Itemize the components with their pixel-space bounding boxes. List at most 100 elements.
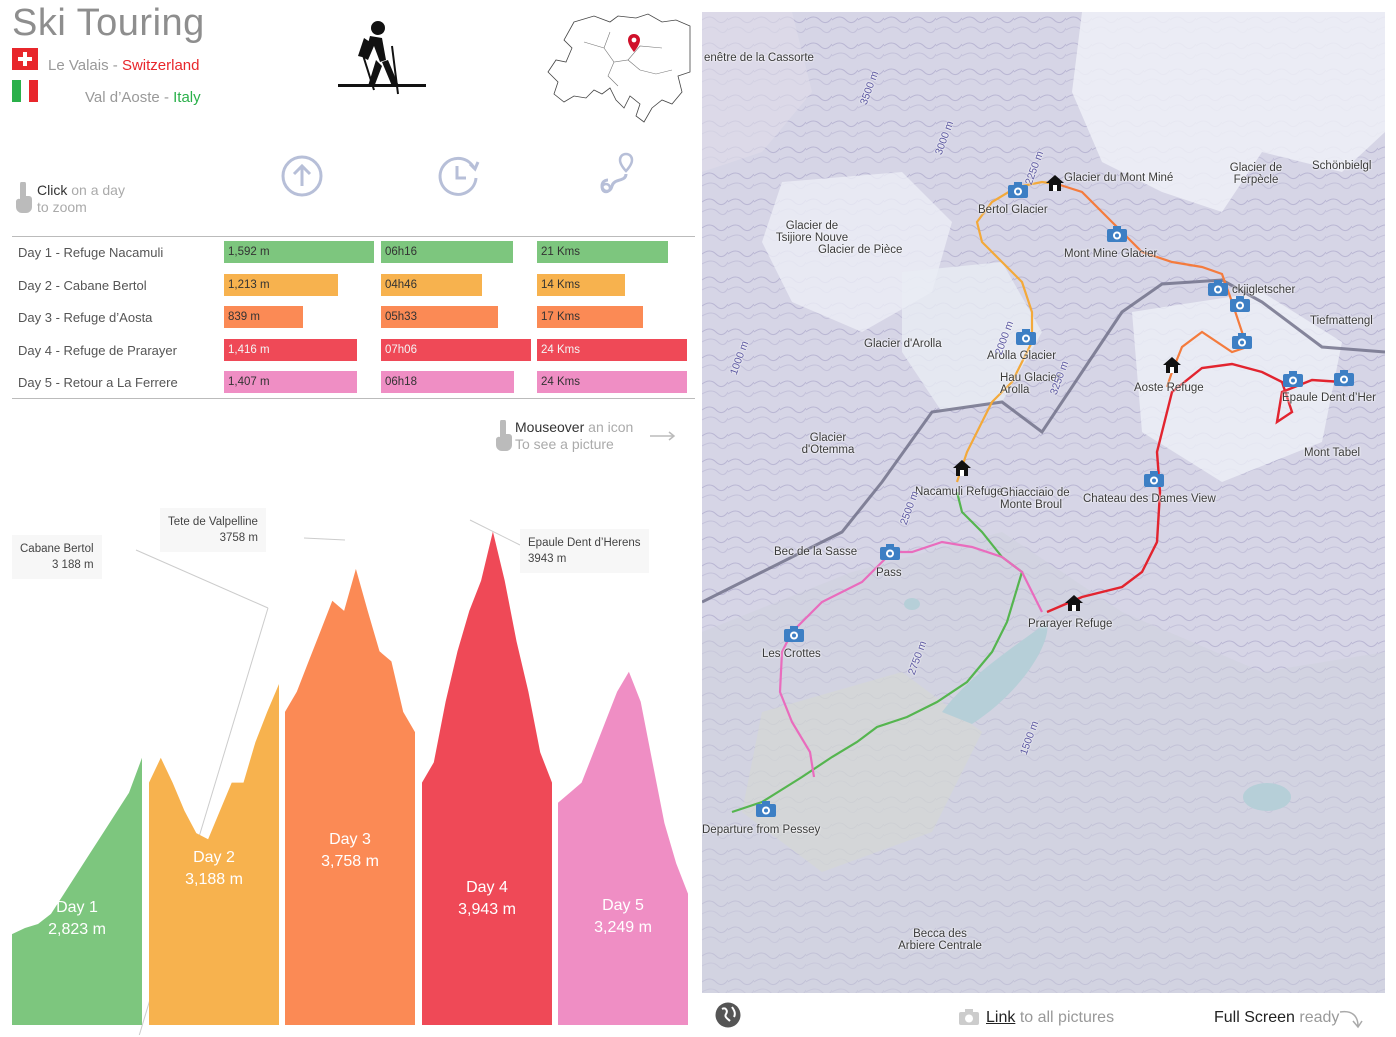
map-label: Mont Mine Glacier bbox=[1064, 248, 1158, 260]
fullscreen-button[interactable]: Full Screen bbox=[1214, 1009, 1295, 1026]
callout-leader-line bbox=[135, 549, 269, 609]
map-label: Pass bbox=[876, 567, 902, 579]
camera-icon[interactable] bbox=[1107, 226, 1127, 247]
elevation-bar[interactable]: 1,407 m bbox=[224, 371, 357, 394]
map-label: Glacier du Mont Miné bbox=[1064, 172, 1174, 184]
profile-day-4[interactable] bbox=[422, 531, 552, 1026]
elevation-up-icon bbox=[281, 155, 323, 197]
fullscreen-status: ready bbox=[1299, 1009, 1340, 1026]
refuge-icon[interactable] bbox=[1064, 594, 1084, 617]
map-label: Glacier de Pièce bbox=[818, 244, 903, 256]
camera-icon[interactable] bbox=[1230, 296, 1250, 317]
profile-day-label: Day 2 3,188 m bbox=[149, 847, 279, 891]
map-label: Arolla Glacier bbox=[987, 350, 1057, 362]
country-name: Italy bbox=[173, 89, 201, 106]
distance-bar[interactable]: 24 Kms bbox=[537, 338, 687, 361]
day-max-altitude: 3,249 m bbox=[594, 919, 652, 936]
callout-name: Cabane Bertol bbox=[20, 543, 94, 555]
skier-icon bbox=[338, 21, 426, 95]
pictures-link[interactable]: Link bbox=[986, 1009, 1016, 1026]
day-max-altitude: 3,943 m bbox=[458, 901, 516, 918]
profile-day-2[interactable] bbox=[149, 684, 279, 1025]
elevation-bar[interactable]: 839 m bbox=[224, 306, 303, 329]
callout-alt: 3 188 m bbox=[51, 559, 94, 571]
camera-icon[interactable] bbox=[784, 626, 804, 647]
hint-rest: on a day bbox=[71, 182, 125, 198]
map-label: Mont Tabel bbox=[1304, 447, 1361, 459]
elevation-bar[interactable]: 1,416 m bbox=[224, 338, 357, 361]
refuge-icon[interactable] bbox=[952, 459, 972, 482]
hand-pointer-icon bbox=[16, 182, 32, 213]
elevation-profile-chart bbox=[12, 519, 688, 1035]
day-name: Day 3 bbox=[329, 831, 371, 848]
region-swiss: Le Valais - Switzerland bbox=[48, 57, 199, 74]
camera-icon bbox=[959, 1009, 979, 1025]
distance-bar[interactable]: 17 Kms bbox=[537, 306, 643, 329]
map-label: Bertol Glacier bbox=[978, 204, 1048, 216]
profile-day-3[interactable] bbox=[285, 568, 415, 1025]
hint-line2: To see a picture bbox=[515, 436, 614, 452]
camera-icon[interactable] bbox=[1283, 371, 1303, 392]
hint-rest: an icon bbox=[588, 419, 634, 435]
elevation-bar[interactable]: 1,592 m bbox=[224, 241, 374, 263]
camera-icon[interactable] bbox=[1144, 471, 1164, 492]
route-map[interactable]: Bertol Glacier Glacier du Mont Miné Mont M… bbox=[702, 12, 1385, 993]
region-name: Le Valais bbox=[48, 57, 109, 74]
europe-locator-map bbox=[544, 12, 692, 132]
refuge-icon[interactable] bbox=[1045, 174, 1065, 197]
callout-leader-line bbox=[469, 519, 521, 546]
day-name: Day 1 bbox=[56, 899, 98, 916]
pictures-link-rest: to all pictures bbox=[1019, 1009, 1115, 1026]
arrow-right-icon bbox=[650, 431, 676, 441]
pictures-link-block: Link to all pictures bbox=[986, 1009, 1114, 1027]
map-label: ckjigletscher bbox=[1232, 284, 1296, 296]
map-label: Departure from Pessey bbox=[702, 824, 821, 836]
camera-icon[interactable] bbox=[756, 801, 776, 822]
map-label: Glacier de Ferpècle bbox=[1229, 162, 1283, 186]
region-italy: Val d’Aoste - Italy bbox=[85, 89, 201, 106]
time-bar[interactable]: 06h18 bbox=[381, 371, 514, 394]
day-row-label[interactable]: Day 4 - Refuge de Prarayer bbox=[18, 342, 177, 358]
time-bar[interactable]: 07h06 bbox=[381, 338, 531, 361]
distance-bar[interactable]: 24 Kms bbox=[537, 371, 687, 394]
profile-day-1[interactable] bbox=[12, 757, 142, 1025]
map-label: Ghiacciaio de Monte Broul bbox=[1000, 487, 1070, 511]
distance-bar[interactable]: 21 Kms bbox=[537, 241, 668, 263]
day-row-label[interactable]: Day 1 - Refuge Nacamuli bbox=[18, 245, 164, 260]
camera-icon[interactable] bbox=[1334, 370, 1354, 391]
callout-leader-line bbox=[303, 537, 346, 541]
day-row-label[interactable]: Day 5 - Retour a La Ferrere bbox=[18, 375, 178, 391]
table-top-rule bbox=[12, 236, 695, 237]
camera-icon[interactable] bbox=[1232, 333, 1252, 354]
swiss-flag-icon bbox=[12, 48, 38, 70]
globe-icon[interactable] bbox=[714, 1001, 742, 1029]
callout-epaule-dent-dherens: Epaule Dent d’Herens 3943 m bbox=[520, 529, 649, 573]
day-row-label[interactable]: Day 2 - Cabane Bertol bbox=[18, 277, 147, 293]
elevation-bar[interactable]: 1,213 m bbox=[224, 273, 338, 296]
day-name: Day 5 bbox=[602, 897, 644, 914]
map-label: Nacamuli Refuge bbox=[915, 486, 1004, 498]
map-canvas[interactable] bbox=[702, 12, 1385, 993]
map-label: Prarayer Refuge bbox=[1028, 618, 1113, 630]
profile-day-label: Day 5 3,249 m bbox=[558, 895, 688, 939]
camera-icon[interactable] bbox=[1008, 182, 1028, 203]
camera-icon[interactable] bbox=[1016, 329, 1036, 350]
profile-day-5[interactable] bbox=[558, 671, 688, 1025]
mouseover-hint: Mouseover an icon To see a picture bbox=[515, 419, 633, 453]
table-bottom-rule bbox=[12, 398, 695, 399]
map-label: enêtre de la Cassorte bbox=[704, 52, 814, 64]
day-max-altitude: 3,758 m bbox=[321, 853, 379, 870]
distance-bar[interactable]: 14 Kms bbox=[537, 273, 625, 296]
camera-icon[interactable] bbox=[1208, 280, 1228, 301]
refuge-icon[interactable] bbox=[1162, 356, 1182, 379]
time-bar[interactable]: 06h16 bbox=[381, 241, 513, 263]
day-row-label[interactable]: Day 3 - Refuge d’Aosta bbox=[18, 310, 153, 326]
map-label: Chateau des Dames View bbox=[1083, 493, 1216, 505]
callout-alt: 3758 m bbox=[219, 532, 258, 544]
camera-icon[interactable] bbox=[880, 544, 900, 565]
hand-pointer-icon bbox=[496, 420, 512, 451]
callout-alt: 3943 m bbox=[528, 553, 567, 565]
time-bar[interactable]: 05h33 bbox=[381, 306, 498, 329]
day-name: Day 2 bbox=[193, 849, 235, 866]
time-bar[interactable]: 04h46 bbox=[381, 273, 482, 296]
